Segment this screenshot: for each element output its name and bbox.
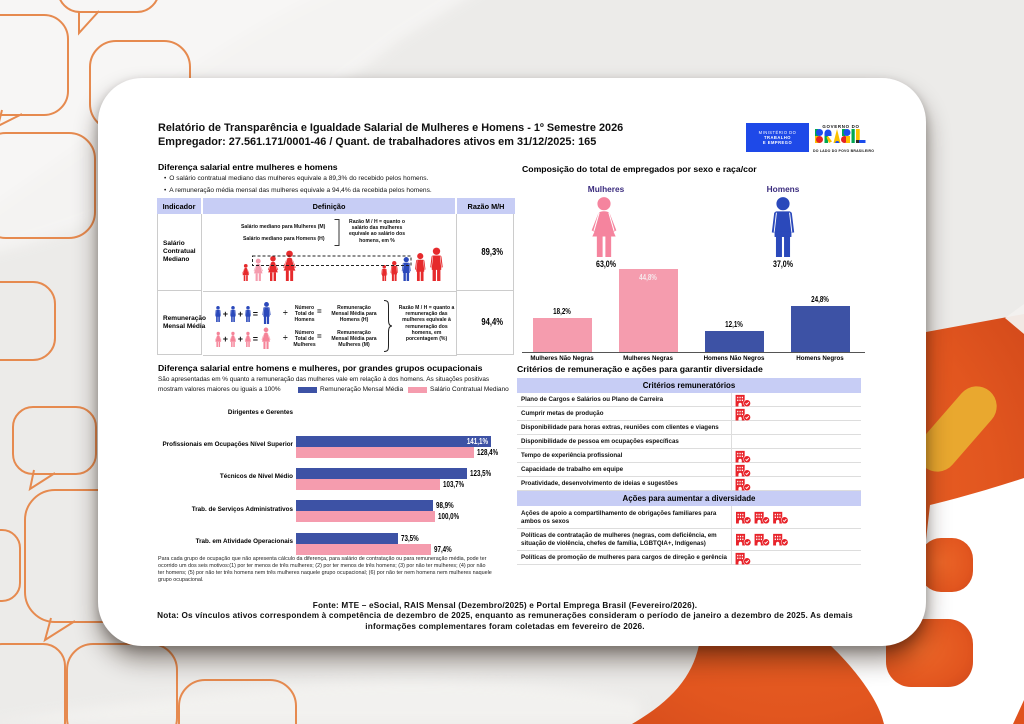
svg-text:+: + bbox=[238, 309, 243, 319]
svg-text:=: = bbox=[253, 334, 258, 344]
svg-text:+: + bbox=[238, 334, 243, 344]
svg-text:+: + bbox=[223, 309, 228, 319]
svg-text:=: = bbox=[253, 309, 258, 319]
svg-text:+: + bbox=[223, 334, 228, 344]
